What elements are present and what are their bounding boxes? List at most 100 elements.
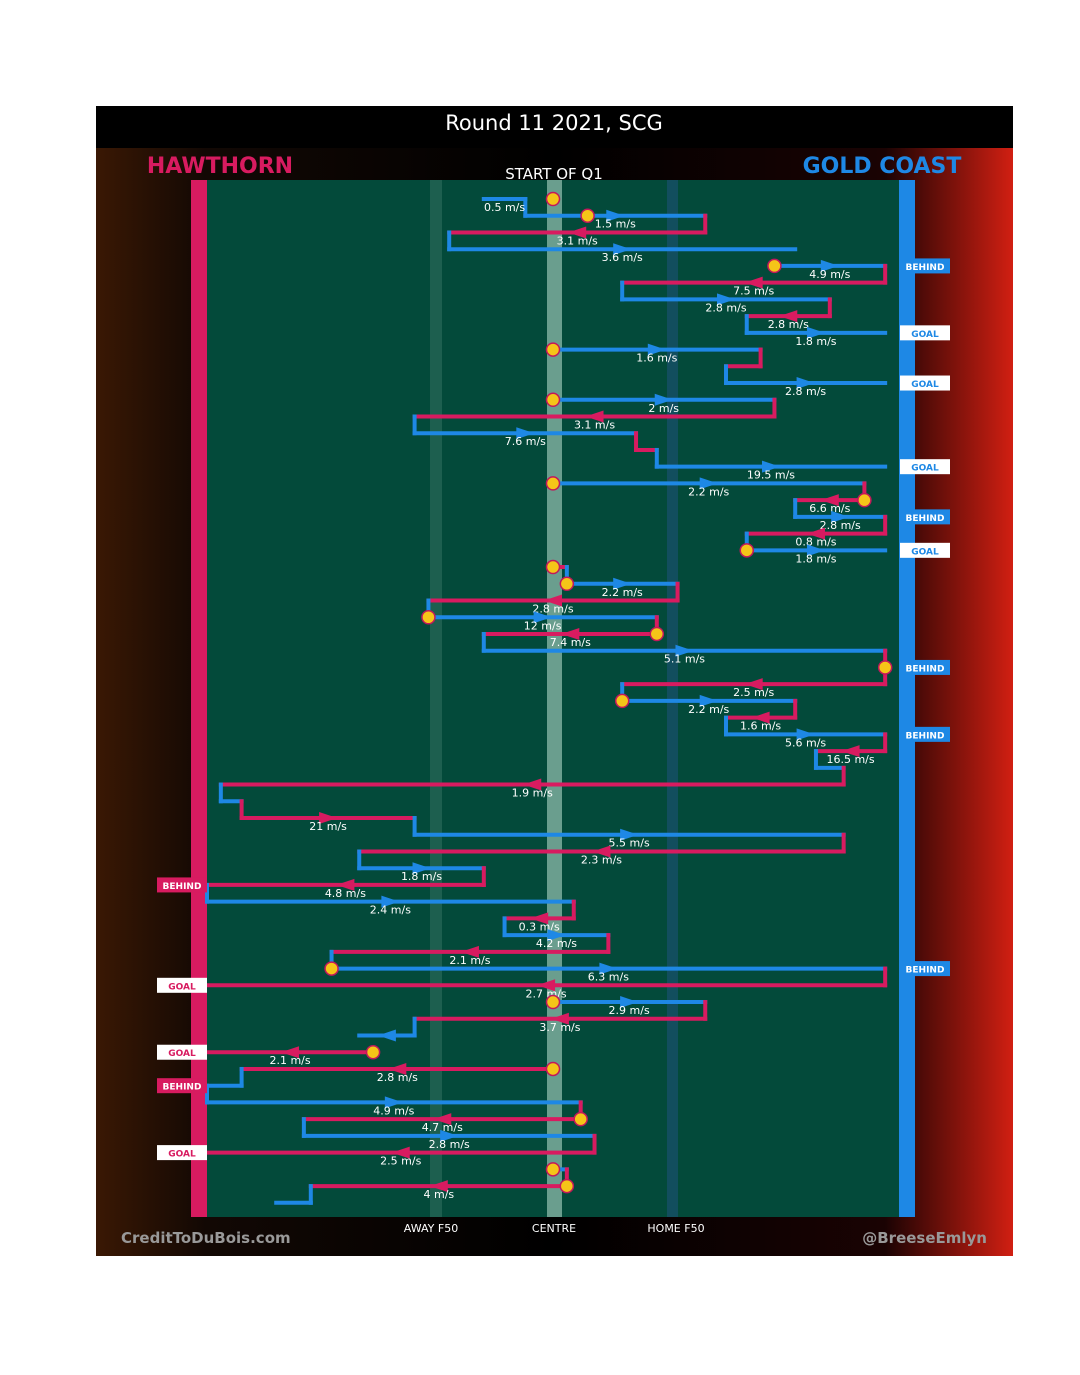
outcome-label: GOAL <box>168 1150 196 1160</box>
stoppage-marker <box>545 342 561 357</box>
direction-arrow <box>561 627 580 640</box>
axis-label-away-f50: AWAY F50 <box>404 1222 458 1235</box>
speed-label: 2.8 m/s <box>820 519 861 532</box>
stoppage-marker <box>545 476 561 491</box>
direction-arrow <box>440 1129 459 1142</box>
direction-arrow <box>751 711 770 724</box>
outcome-label: GOAL <box>911 330 939 340</box>
speed-label: 5.6 m/s <box>785 736 826 749</box>
speed-label: 5.5 m/s <box>609 837 650 850</box>
direction-arrow <box>699 477 718 490</box>
outcome-label: BEHIND <box>163 882 202 892</box>
behind-badge <box>900 509 950 525</box>
speed-label: 19.5 m/s <box>747 469 795 482</box>
speed-label: 2.3 m/s <box>581 853 622 866</box>
speed-label: 7.6 m/s <box>505 435 546 448</box>
credit-right: @BreeseEmlyn <box>862 1229 987 1247</box>
chart-title: Round 11 2021, SCG <box>445 111 663 135</box>
goal-badge <box>900 542 950 558</box>
speed-label: 2.2 m/s <box>688 485 729 498</box>
stoppage-marker <box>545 559 561 575</box>
stoppage-marker <box>649 626 665 642</box>
direction-arrow <box>796 377 815 390</box>
goal-badge <box>900 375 950 391</box>
direction-arrow <box>761 460 780 473</box>
outcome-label: BEHIND <box>906 514 945 524</box>
speed-label: 1.5 m/s <box>595 218 636 231</box>
speed-label: 7.5 m/s <box>733 285 774 298</box>
direction-arrow <box>429 1180 448 1193</box>
stoppage-marker <box>573 1111 588 1127</box>
speed-label: 3.6 m/s <box>602 251 643 264</box>
outcome-label: GOAL <box>168 982 196 992</box>
direction-arrow <box>384 1096 403 1109</box>
speed-label: 2.8 m/s <box>429 1138 470 1151</box>
direction-arrow <box>433 1113 452 1126</box>
direction-arrow <box>744 678 763 691</box>
direction-arrow <box>568 226 587 239</box>
speed-label: 6.3 m/s <box>588 971 629 984</box>
goal-badge <box>157 1145 207 1161</box>
speed-label: 1.9 m/s <box>512 787 553 800</box>
outcome-label: GOAL <box>168 1049 196 1059</box>
direction-arrow <box>533 611 552 624</box>
hawthorn-goal-post <box>191 180 207 1217</box>
direction-arrow <box>537 979 556 992</box>
speed-label: 16.5 m/s <box>826 753 874 766</box>
direction-arrow <box>319 812 338 825</box>
behind-badge <box>157 877 207 893</box>
stoppage-marker <box>580 208 595 223</box>
stoppage-marker <box>545 392 561 408</box>
axis-label-home-f50: HOME F50 <box>647 1222 704 1235</box>
outcome-label: BEHIND <box>906 263 945 273</box>
team-name-hawthorn: HAWTHORN <box>147 154 293 179</box>
speed-label: 2.4 m/s <box>370 904 411 917</box>
speed-label: 4.2 m/s <box>536 937 577 950</box>
direction-arrow <box>613 577 632 590</box>
speed-label: 4.9 m/s <box>373 1104 414 1117</box>
direction-arrow <box>820 259 839 272</box>
behind-badge <box>157 1078 207 1094</box>
direction-arrow <box>377 1029 396 1042</box>
speed-label: 2.2 m/s <box>688 703 729 716</box>
speed-label: 1.6 m/s <box>740 720 781 733</box>
behind-badge <box>900 659 950 675</box>
speed-label: 2.9 m/s <box>609 1004 650 1017</box>
stoppage-marker <box>545 994 561 1010</box>
direction-arrow <box>820 494 839 507</box>
direction-arrow <box>806 326 825 339</box>
stoppage-marker <box>614 693 630 709</box>
home-f50-line <box>667 180 678 1217</box>
speed-label: 1.8 m/s <box>795 335 836 348</box>
speed-label: 2.8 m/s <box>705 301 746 314</box>
direction-arrow <box>391 1146 410 1159</box>
direction-arrow <box>606 209 625 222</box>
speed-label: 2.8 m/s <box>377 1071 418 1084</box>
direction-arrow <box>412 862 431 875</box>
stoppage-marker <box>857 492 872 508</box>
behind-badge <box>900 258 950 274</box>
quarter-label: START OF Q1 <box>505 165 603 183</box>
stoppage-marker <box>545 1061 561 1077</box>
direction-arrow <box>547 929 566 942</box>
goal-badge <box>157 1044 207 1060</box>
stoppage-marker <box>545 191 561 207</box>
direction-arrow <box>613 243 632 256</box>
speed-label: 4.9 m/s <box>809 268 850 281</box>
speed-label: 4.7 m/s <box>422 1121 463 1134</box>
speed-label: 2.8 m/s <box>768 318 809 331</box>
direction-arrow <box>592 845 611 858</box>
stoppage-marker <box>365 1044 381 1060</box>
direction-arrow <box>620 828 639 841</box>
title-bar <box>96 106 1013 148</box>
chart-card: Round 11 2021, SCG HAWTHORN GOLD COAST S… <box>96 106 1013 1256</box>
speed-label: 2 m/s <box>648 402 679 415</box>
outcome-label: GOAL <box>911 380 939 390</box>
direction-arrow <box>647 343 666 356</box>
direction-arrow <box>796 728 815 741</box>
stoppage-marker <box>877 660 893 675</box>
outcome-label: BEHIND <box>906 731 945 741</box>
gold-coast-goal-post <box>899 180 915 1217</box>
behind-badge <box>900 726 950 742</box>
speed-label: 2.7 m/s <box>526 987 567 1000</box>
